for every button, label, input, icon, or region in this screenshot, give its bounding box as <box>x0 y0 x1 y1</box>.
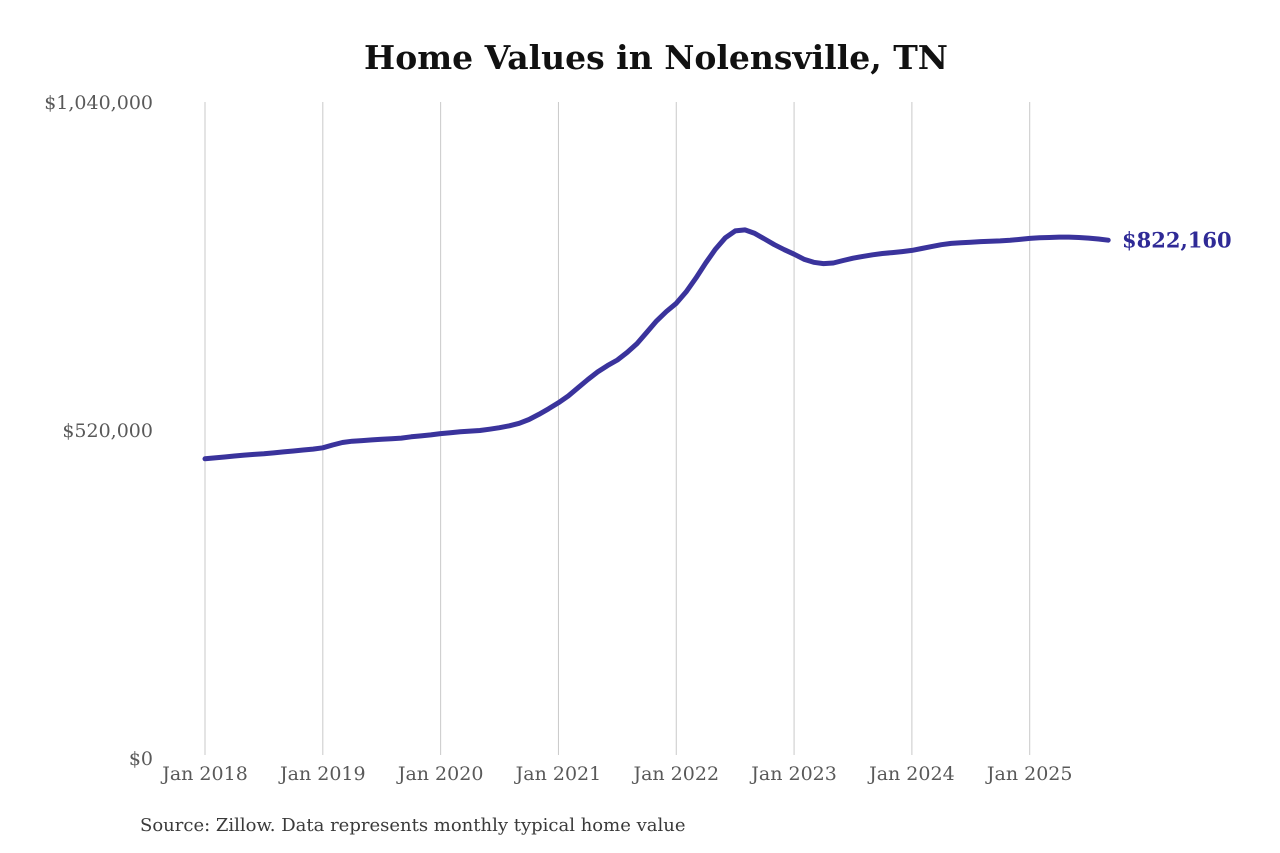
y-axis-tick-label-top: $1,040,000 <box>44 92 153 114</box>
x-axis-tick-label-jan-2018: Jan 2018 <box>162 763 248 785</box>
x-axis-tick-label-jan-2021: Jan 2021 <box>515 763 602 785</box>
x-axis-tick-label-jan-2019: Jan 2019 <box>280 763 366 785</box>
x-axis-tick-label-jan-2024: Jan 2024 <box>869 763 955 785</box>
x-axis-tick-label-jan-2025: Jan 2025 <box>986 763 1073 785</box>
y-axis-tick-label-zero: $0 <box>128 748 153 770</box>
y-axis-tick-label-middle: $520,000 <box>62 420 153 442</box>
x-axis-tick-label-jan-2020: Jan 2020 <box>397 763 484 785</box>
x-axis-tick-label-jan-2022: Jan 2022 <box>633 763 720 785</box>
chart-title: Home Values in Nolensville, TN <box>364 38 948 77</box>
x-axis-tick-label-jan-2023: Jan 2023 <box>751 763 837 785</box>
source-note: Source: Zillow. Data represents monthly … <box>140 815 686 836</box>
current-value-label: $822,160 <box>1122 227 1232 253</box>
home-value-line-series <box>202 227 1111 462</box>
